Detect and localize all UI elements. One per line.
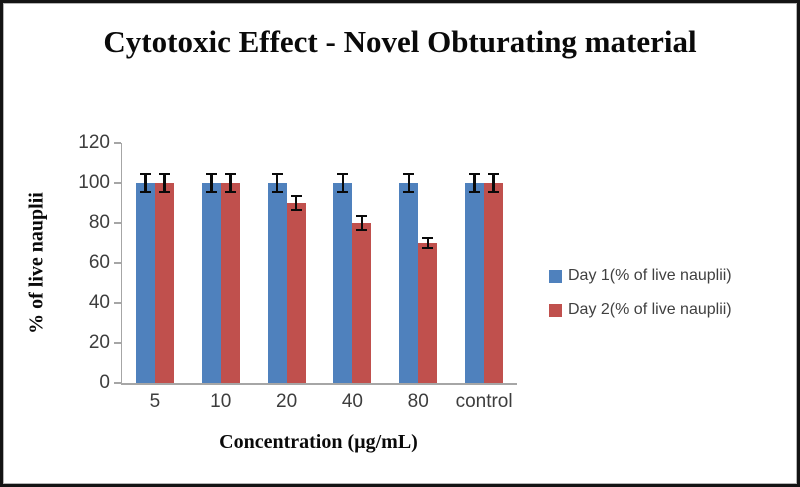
y-tick-label: 0 <box>99 372 110 393</box>
x-tick-label: 10 <box>210 391 232 412</box>
bar-day2-5 <box>154 183 174 383</box>
x-tick-label: 80 <box>407 391 429 412</box>
y-tick-label: 120 <box>78 132 110 153</box>
bar-day1-20 <box>267 183 287 383</box>
x-axis-title: Concentration (µg/mL) <box>219 431 418 453</box>
y-tick-label: 80 <box>88 212 110 233</box>
legend-swatch-2 <box>549 303 562 317</box>
bar-day1-10 <box>201 183 221 383</box>
bar-day1-control <box>465 183 485 383</box>
error-bar-day2-control <box>488 173 500 193</box>
legend-entry-2: Day 2(% of live nauplii) <box>549 301 732 319</box>
y-tick-mark <box>113 142 121 144</box>
y-tick-mark <box>113 222 121 224</box>
y-tick-label: 60 <box>88 252 110 273</box>
legend: Day 1(% of live nauplii) Day 2(% of live … <box>549 267 732 335</box>
y-tick-label: 40 <box>88 292 110 313</box>
error-bar-day1-40 <box>337 173 349 193</box>
y-tick-label: 20 <box>88 332 110 353</box>
chart-title: Cytotoxic Effect - Novel Obturating mate… <box>103 24 697 59</box>
y-tick-mark <box>113 262 121 264</box>
error-bar-day1-20 <box>271 173 283 193</box>
bar-day2-control <box>484 183 504 383</box>
error-bar-day1-control <box>469 173 481 193</box>
y-tick-mark <box>113 302 121 304</box>
x-tick-label: 20 <box>276 391 298 412</box>
y-tick-mark <box>113 342 121 344</box>
bar-day2-40 <box>352 223 372 383</box>
x-tick-label: 5 <box>149 391 161 412</box>
legend-label-1: Day 1(% of live nauplii) <box>568 267 732 284</box>
y-tick-mark <box>113 182 121 184</box>
y-tick-mark <box>113 382 121 384</box>
error-bar-day1-5 <box>139 173 151 193</box>
error-bar-day2-20 <box>290 195 302 211</box>
error-bar-day2-5 <box>158 173 170 193</box>
bar-day2-20 <box>286 203 306 383</box>
error-bar-day2-10 <box>224 173 236 193</box>
legend-entry-1: Day 1(% of live nauplii) <box>549 267 732 285</box>
bar-day1-80 <box>399 183 419 383</box>
bar-day1-40 <box>333 183 353 383</box>
legend-label-2: Day 2(% of live nauplii) <box>568 301 732 318</box>
plot-area: 0 20 40 60 80 100 120 5 10 20 40 80 control <box>78 132 517 412</box>
error-bar-day1-80 <box>403 173 415 193</box>
bar-day1-5 <box>135 183 155 383</box>
x-tick-label: control <box>455 391 513 412</box>
bar-day2-10 <box>220 183 240 383</box>
error-bar-day1-10 <box>205 173 217 193</box>
y-axis-title: % of live nauplii <box>25 192 48 334</box>
bar-day2-80 <box>418 243 438 383</box>
legend-swatch-1 <box>549 269 562 283</box>
error-bar-day2-40 <box>356 215 368 231</box>
y-tick-label: 100 <box>78 172 110 193</box>
error-bar-day2-80 <box>422 237 434 249</box>
x-tick-label: 40 <box>341 391 363 412</box>
